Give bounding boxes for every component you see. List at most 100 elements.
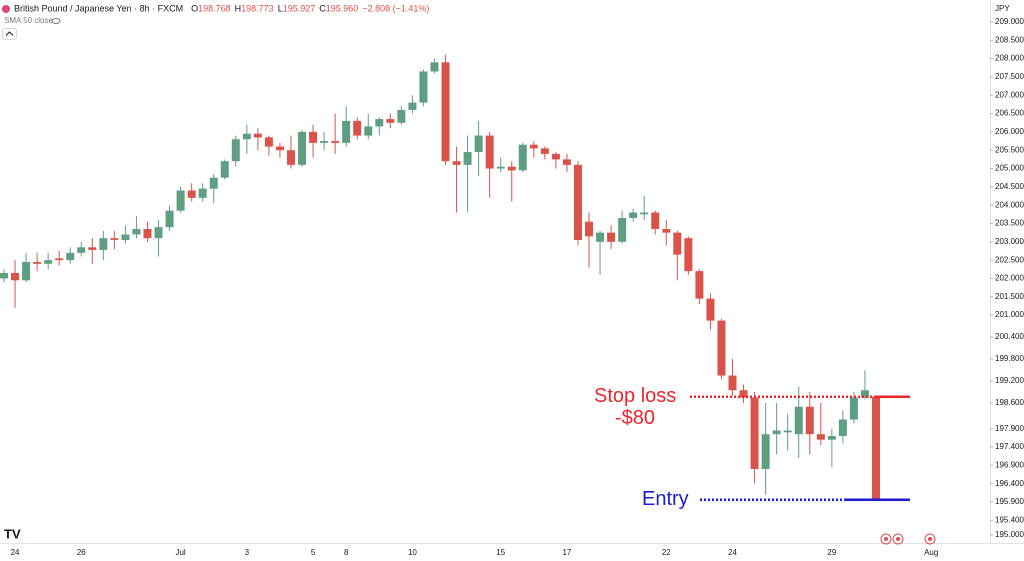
y-tick-label: 195.000 — [995, 530, 1024, 539]
event-icon[interactable] — [924, 533, 936, 545]
x-tick-label: 10 — [408, 548, 417, 557]
logo[interactable]: TV — [4, 526, 21, 541]
y-tick-label: 206.000 — [995, 127, 1024, 136]
y-tick-label: 202.500 — [995, 255, 1024, 264]
candle-body — [22, 261, 31, 281]
x-tick-label: 15 — [496, 548, 505, 557]
x-tick-label: 3 — [245, 548, 250, 557]
level-label: Entry — [642, 488, 689, 510]
x-tick-label: 24 — [11, 548, 20, 557]
level-sublabel: -$80 — [615, 407, 655, 429]
candle-body — [673, 232, 682, 255]
level-label: Stop loss — [594, 385, 676, 407]
candle-body — [11, 272, 20, 281]
candle-body — [816, 434, 825, 440]
candle-body — [728, 375, 737, 391]
candle-body — [872, 396, 880, 500]
y-tick-label: 209.000 — [995, 17, 1024, 26]
ohlc-value: 198.773 — [241, 3, 274, 13]
candle-body — [176, 190, 185, 211]
candle-body — [342, 120, 351, 143]
candle-body — [695, 271, 704, 299]
candle-body — [761, 434, 770, 469]
y-tick-label: 206.500 — [995, 109, 1024, 118]
candle-body — [165, 210, 174, 228]
y-tick-label: 207.500 — [995, 72, 1024, 81]
ohlc-label: L — [278, 3, 283, 13]
candle-body — [44, 260, 53, 264]
ohlc-label: C — [319, 3, 326, 13]
event-icon-dot — [928, 537, 932, 541]
candle-body — [585, 221, 594, 237]
event-icon[interactable] — [880, 533, 892, 545]
candle-body — [794, 406, 803, 435]
visibility-icon[interactable] — [51, 18, 61, 24]
y-tick-label: 199.800 — [995, 354, 1024, 363]
candle-body — [33, 261, 42, 264]
candle-body — [309, 131, 318, 143]
ohlc-readout: O 198.768 H 198.773 L 195.927 C 195.960 −2.808 (… — [191, 3, 429, 13]
candle-body — [242, 133, 251, 140]
y-tick-label: 196.900 — [995, 460, 1024, 469]
y-tick-label: 195.400 — [995, 515, 1024, 524]
candle-body — [364, 126, 373, 136]
candle-body — [717, 320, 726, 376]
y-tick-label: 195.900 — [995, 497, 1024, 506]
candle-body — [143, 228, 152, 239]
collapse-button[interactable] — [2, 28, 17, 40]
ohlc-value: 195.960 — [326, 3, 359, 13]
candle-body — [375, 119, 384, 127]
candle-body — [198, 188, 207, 198]
y-tick-label: 202.000 — [995, 274, 1024, 283]
symbol-title[interactable]: British Pound / Japanese Yen · 8h · FXCM — [14, 3, 183, 13]
candle-body — [452, 161, 461, 165]
candle-body — [331, 141, 340, 143]
candle-body — [66, 252, 75, 261]
candle-body — [286, 150, 295, 165]
candle-body — [264, 137, 273, 147]
y-tick-label: 207.000 — [995, 90, 1024, 99]
y-tick-label: 196.400 — [995, 479, 1024, 488]
event-icon-dot — [896, 537, 900, 541]
indicator-label[interactable]: SMA 50 close — [4, 16, 53, 25]
x-tick-label: 24 — [728, 548, 737, 557]
y-tick-label: 201.000 — [995, 310, 1024, 319]
y-tick-label: 201.500 — [995, 292, 1024, 301]
y-tick-label: 200.400 — [995, 332, 1024, 341]
candle-body — [110, 238, 119, 240]
candle-body — [154, 227, 163, 239]
candle-body — [827, 436, 836, 440]
candle-body — [419, 71, 428, 103]
candle-body — [838, 419, 847, 437]
ohlc-value: 198.768 — [198, 3, 231, 13]
x-tick-label: 17 — [562, 548, 571, 557]
x-tick-label: Aug — [924, 548, 938, 557]
candle-body — [562, 159, 571, 165]
y-tick-label: 197.400 — [995, 442, 1024, 451]
candle-body — [397, 109, 406, 123]
candle-body — [529, 144, 538, 149]
candle-body — [507, 166, 516, 171]
candle-body — [220, 161, 229, 178]
candle-body — [485, 135, 494, 169]
candle-body — [573, 164, 582, 240]
candle-body — [739, 390, 748, 398]
y-tick-label: 197.900 — [995, 424, 1024, 433]
candle-body — [132, 228, 141, 235]
y-tick-label: 205.000 — [995, 164, 1024, 173]
candle-body — [0, 272, 8, 279]
x-tick-label: 26 — [77, 548, 86, 557]
candle-body — [618, 218, 627, 242]
candle-body — [651, 212, 660, 229]
event-icon[interactable] — [892, 533, 904, 545]
x-tick-label: 5 — [311, 548, 316, 557]
candle-body — [662, 228, 671, 233]
candle-body — [99, 238, 108, 250]
candle-body — [629, 212, 638, 219]
candle-body — [474, 135, 483, 153]
candle-body — [320, 141, 329, 143]
candle-body — [408, 102, 417, 110]
candle-body — [275, 146, 284, 151]
candle-body — [463, 152, 472, 165]
